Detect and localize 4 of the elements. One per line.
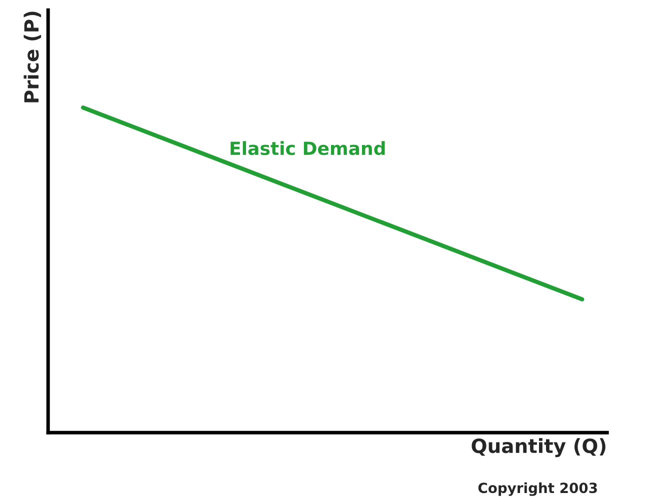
- series-label: Elastic Demand: [230, 141, 385, 156]
- x-axis-title: Quantity (Q): [472, 438, 606, 458]
- y-axis-title: Price (P): [24, 12, 42, 102]
- text: Copyright 2003: [478, 482, 597, 496]
